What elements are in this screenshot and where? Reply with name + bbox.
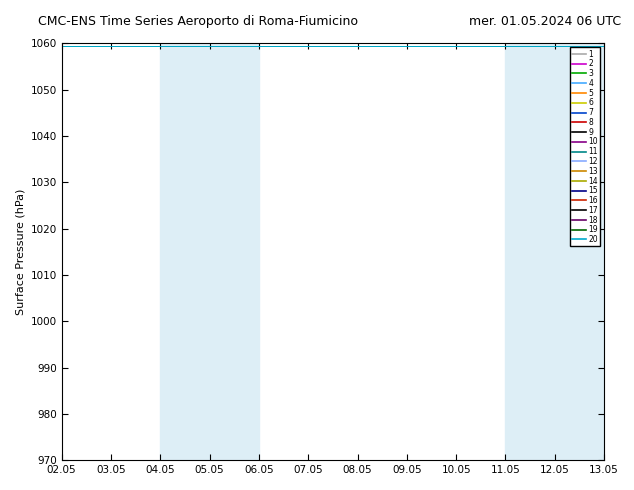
Bar <box>160 44 259 460</box>
Legend: 1, 2, 3, 4, 5, 6, 7, 8, 9, 10, 11, 12, 13, 14, 15, 16, 17, 18, 19, 20: 1, 2, 3, 4, 5, 6, 7, 8, 9, 10, 11, 12, 1… <box>570 48 600 246</box>
Bar <box>505 44 604 460</box>
Text: mer. 01.05.2024 06 UTC: mer. 01.05.2024 06 UTC <box>469 15 621 28</box>
Text: CMC-ENS Time Series Aeroporto di Roma-Fiumicino: CMC-ENS Time Series Aeroporto di Roma-Fi… <box>38 15 358 28</box>
Y-axis label: Surface Pressure (hPa): Surface Pressure (hPa) <box>15 189 25 315</box>
